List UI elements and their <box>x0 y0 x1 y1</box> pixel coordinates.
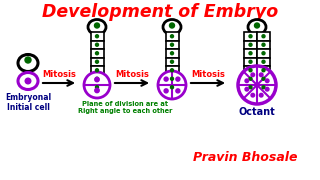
Ellipse shape <box>88 19 106 35</box>
Bar <box>244 83 257 91</box>
Bar <box>91 75 103 83</box>
Circle shape <box>94 23 100 28</box>
Circle shape <box>171 35 173 38</box>
Circle shape <box>262 69 265 72</box>
Bar <box>257 32 270 40</box>
Bar <box>91 32 103 40</box>
Ellipse shape <box>18 55 38 71</box>
Circle shape <box>95 77 99 82</box>
Circle shape <box>171 52 173 55</box>
Text: Mitosis: Mitosis <box>191 70 225 79</box>
Circle shape <box>249 60 252 63</box>
Circle shape <box>171 86 173 89</box>
Circle shape <box>164 89 168 93</box>
Circle shape <box>95 86 99 89</box>
Circle shape <box>262 60 265 63</box>
Circle shape <box>260 73 263 77</box>
Circle shape <box>25 78 31 84</box>
Circle shape <box>251 73 255 77</box>
Circle shape <box>176 77 180 81</box>
Bar <box>165 75 179 83</box>
Bar <box>91 49 103 57</box>
Bar <box>244 66 257 75</box>
Ellipse shape <box>18 73 38 89</box>
Bar <box>165 32 179 40</box>
Circle shape <box>249 35 252 38</box>
Circle shape <box>95 77 99 80</box>
Circle shape <box>171 77 173 80</box>
Bar <box>244 49 257 57</box>
Bar <box>165 49 179 57</box>
Circle shape <box>171 69 173 72</box>
Circle shape <box>262 43 265 46</box>
Circle shape <box>249 69 252 72</box>
Circle shape <box>262 86 265 89</box>
Bar <box>257 57 270 66</box>
Circle shape <box>265 87 269 91</box>
Circle shape <box>95 43 99 46</box>
Circle shape <box>95 35 99 38</box>
Circle shape <box>245 87 249 91</box>
Bar <box>257 83 270 91</box>
Circle shape <box>254 23 260 28</box>
Bar <box>91 40 103 49</box>
Circle shape <box>84 72 110 98</box>
Circle shape <box>260 93 263 97</box>
Bar <box>257 66 270 75</box>
Circle shape <box>95 69 99 72</box>
Bar <box>244 40 257 49</box>
Bar <box>91 83 103 91</box>
Circle shape <box>164 77 168 81</box>
Bar <box>244 75 257 83</box>
Bar <box>165 40 179 49</box>
Bar <box>165 83 179 91</box>
Bar <box>244 32 257 40</box>
Circle shape <box>170 23 174 28</box>
Circle shape <box>249 43 252 46</box>
Circle shape <box>95 60 99 63</box>
Circle shape <box>262 52 265 55</box>
Circle shape <box>95 88 99 93</box>
Circle shape <box>249 86 252 89</box>
Text: Octant: Octant <box>239 107 276 117</box>
Ellipse shape <box>248 19 266 35</box>
Circle shape <box>25 57 31 63</box>
Text: Mitosis: Mitosis <box>42 70 76 79</box>
Bar <box>91 57 103 66</box>
Circle shape <box>158 71 186 99</box>
Bar <box>257 75 270 83</box>
Text: Plane of division are at
Right angle to each other: Plane of division are at Right angle to … <box>78 101 172 114</box>
Bar <box>165 57 179 66</box>
Bar <box>165 66 179 75</box>
Circle shape <box>262 35 265 38</box>
Circle shape <box>249 52 252 55</box>
Bar <box>257 40 270 49</box>
Bar <box>91 66 103 75</box>
Circle shape <box>251 93 255 97</box>
Circle shape <box>249 77 252 80</box>
Text: Embryonal
Initial cell: Embryonal Initial cell <box>5 93 51 112</box>
Circle shape <box>245 79 249 83</box>
Bar <box>257 49 270 57</box>
Text: Development of Embryo: Development of Embryo <box>42 3 278 21</box>
Ellipse shape <box>163 19 181 35</box>
Circle shape <box>262 77 265 80</box>
Circle shape <box>238 66 276 104</box>
Circle shape <box>176 89 180 93</box>
Circle shape <box>265 79 269 83</box>
Circle shape <box>171 60 173 63</box>
Circle shape <box>95 52 99 55</box>
Circle shape <box>171 43 173 46</box>
Text: Mitosis: Mitosis <box>115 70 149 79</box>
Text: Pravin Bhosale: Pravin Bhosale <box>193 151 297 164</box>
Bar <box>244 57 257 66</box>
